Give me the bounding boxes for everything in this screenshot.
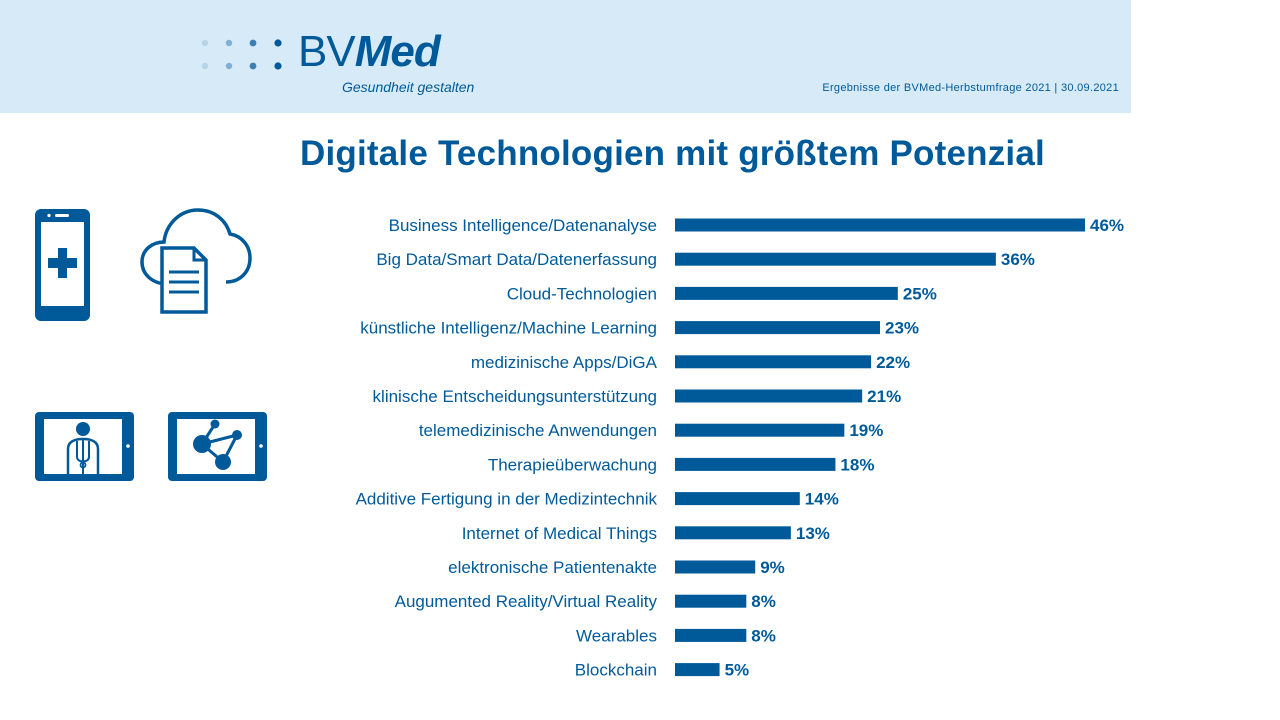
bar [675, 423, 845, 437]
header-banner: BVMed Gesundheit gestalten Ergebnisse de… [0, 0, 1131, 113]
bar [675, 389, 863, 403]
bar [675, 355, 872, 369]
category-label: elektronische Patientenakte [448, 558, 657, 577]
bar [675, 286, 898, 300]
smartphone-medical-icon [35, 209, 90, 321]
category-label: telemedizinische Anwendungen [419, 421, 657, 440]
tablet-doctor-icon [35, 412, 134, 481]
chart-title: Digitale Technologien mit größtem Potenz… [300, 134, 1045, 173]
bar [675, 252, 996, 266]
value-label: 5% [725, 661, 750, 680]
bar [675, 321, 880, 335]
category-label: Therapieüberwachung [488, 455, 657, 474]
category-label: Additive Fertigung in der Medizintechnik [356, 490, 658, 509]
logo-slogan: Gesundheit gestalten [342, 79, 475, 95]
value-label: 19% [849, 421, 883, 440]
bar [675, 526, 791, 540]
logo-text-med: Med [354, 27, 441, 76]
category-label: medizinische Apps/DiGA [471, 353, 658, 372]
value-label: 22% [876, 353, 910, 372]
value-label: 23% [885, 319, 919, 338]
bar [675, 218, 1085, 232]
category-label: Cloud-Technologien [507, 284, 657, 303]
value-label: 18% [840, 455, 874, 474]
value-label: 8% [751, 626, 776, 645]
tablet-network-icon [168, 412, 267, 481]
value-label: 8% [751, 592, 776, 611]
category-label: Wearables [576, 626, 657, 645]
value-label: 21% [867, 387, 901, 406]
category-label: Blockchain [575, 661, 657, 680]
category-label: Business Intelligence/Datenanalyse [389, 216, 657, 235]
bar [675, 628, 747, 642]
bar [675, 457, 836, 471]
logo-dots-icon [201, 39, 282, 70]
category-label: Internet of Medical Things [462, 524, 657, 543]
survey-note: Ergebnisse der BVMed-Herbstumfrage 2021 … [822, 82, 1119, 94]
value-label: 46% [1090, 216, 1124, 235]
category-label: Big Data/Smart Data/Datenerfassung [376, 250, 657, 269]
bar [675, 492, 800, 506]
bar [675, 594, 747, 608]
cloud-document-icon [140, 208, 252, 314]
logo-text-bv: BV [298, 27, 356, 76]
logo: BVMed [298, 27, 441, 76]
value-label: 14% [805, 490, 839, 509]
value-label: 9% [760, 558, 785, 577]
category-label: Augumented Reality/Virtual Reality [395, 592, 658, 611]
category-label: klinische Entscheidungsunterstützung [373, 387, 657, 406]
bar [675, 663, 720, 677]
value-label: 25% [903, 284, 937, 303]
category-label: künstliche Intelligenz/Machine Learning [360, 319, 657, 338]
value-label: 36% [1001, 250, 1035, 269]
bar [675, 560, 756, 574]
value-label: 13% [796, 524, 830, 543]
